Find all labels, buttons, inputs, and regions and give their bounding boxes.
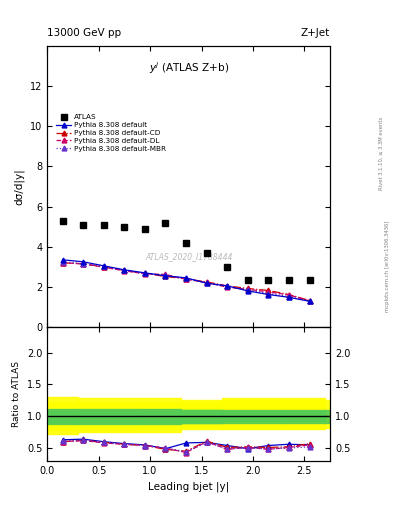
Text: 13000 GeV pp: 13000 GeV pp <box>47 28 121 38</box>
Pythia 8.308 default-MBR <box>122 267 127 273</box>
Pythia 8.308 default-DL <box>163 271 168 278</box>
Pythia 8.308 default-MBR <box>184 275 188 282</box>
Pythia 8.308 default-DL <box>122 268 127 274</box>
Line: Pythia 8.308 default-CD: Pythia 8.308 default-CD <box>60 261 312 303</box>
Pythia 8.308 default-CD <box>204 279 209 285</box>
Pythia 8.308 default-DL <box>266 289 271 295</box>
Y-axis label: Ratio to ATLAS: Ratio to ATLAS <box>12 361 21 427</box>
Text: $y^{j}$ (ATLAS Z+b): $y^{j}$ (ATLAS Z+b) <box>149 60 229 76</box>
Pythia 8.308 default-DL <box>204 280 209 286</box>
ATLAS <box>122 224 127 230</box>
Text: mcplots.cern.ch [arXiv:1306.3436]: mcplots.cern.ch [arXiv:1306.3436] <box>385 221 390 312</box>
ATLAS <box>266 277 271 283</box>
Pythia 8.308 default <box>286 294 291 301</box>
Y-axis label: dσ/d|y|: dσ/d|y| <box>14 168 24 205</box>
Pythia 8.308 default <box>246 288 250 294</box>
Pythia 8.308 default-CD <box>163 273 168 280</box>
Pythia 8.308 default-DL <box>307 298 312 304</box>
Line: Pythia 8.308 default-MBR: Pythia 8.308 default-MBR <box>60 260 312 304</box>
Pythia 8.308 default-CD <box>286 291 291 297</box>
Pythia 8.308 default <box>184 275 188 281</box>
Pythia 8.308 default <box>101 263 106 269</box>
Pythia 8.308 default-CD <box>101 264 106 270</box>
Pythia 8.308 default-DL <box>81 261 86 267</box>
Pythia 8.308 default-MBR <box>60 259 65 265</box>
Pythia 8.308 default-MBR <box>143 270 147 276</box>
ATLAS <box>204 250 209 256</box>
Pythia 8.308 default <box>163 273 168 279</box>
Pythia 8.308 default-DL <box>225 284 230 290</box>
Pythia 8.308 default-CD <box>246 285 250 291</box>
Pythia 8.308 default-CD <box>307 297 312 304</box>
ATLAS <box>286 277 291 283</box>
Pythia 8.308 default-MBR <box>101 263 106 269</box>
Pythia 8.308 default <box>81 259 86 265</box>
Text: ATLAS_2020_I1788444: ATLAS_2020_I1788444 <box>145 252 232 261</box>
Pythia 8.308 default-CD <box>81 261 86 267</box>
Pythia 8.308 default-CD <box>225 283 230 289</box>
Pythia 8.308 default <box>204 280 209 286</box>
ATLAS <box>143 226 147 232</box>
Pythia 8.308 default <box>307 298 312 305</box>
Pythia 8.308 default-DL <box>184 276 188 282</box>
Pythia 8.308 default <box>266 291 271 297</box>
Pythia 8.308 default-DL <box>246 286 250 292</box>
Pythia 8.308 default-MBR <box>307 298 312 305</box>
Legend: ATLAS, Pythia 8.308 default, Pythia 8.308 default-CD, Pythia 8.308 default-DL, P: ATLAS, Pythia 8.308 default, Pythia 8.30… <box>53 112 169 155</box>
Pythia 8.308 default-MBR <box>266 290 271 296</box>
ATLAS <box>101 222 106 228</box>
Pythia 8.308 default-MBR <box>163 272 168 279</box>
Pythia 8.308 default-DL <box>286 292 291 298</box>
X-axis label: Leading bjet |y|: Leading bjet |y| <box>148 481 229 492</box>
Pythia 8.308 default-CD <box>143 270 147 276</box>
Pythia 8.308 default-MBR <box>225 284 230 290</box>
Pythia 8.308 default-DL <box>101 264 106 270</box>
Text: Z+Jet: Z+Jet <box>301 28 330 38</box>
ATLAS <box>246 277 250 283</box>
Pythia 8.308 default <box>60 257 65 263</box>
Line: ATLAS: ATLAS <box>60 218 312 283</box>
Pythia 8.308 default <box>143 270 147 276</box>
Pythia 8.308 default <box>225 283 230 289</box>
Pythia 8.308 default-CD <box>122 267 127 273</box>
Pythia 8.308 default-CD <box>184 276 188 282</box>
Pythia 8.308 default-DL <box>60 260 65 266</box>
Pythia 8.308 default-MBR <box>81 261 86 267</box>
ATLAS <box>225 264 230 270</box>
Pythia 8.308 default-MBR <box>246 287 250 293</box>
Line: Pythia 8.308 default-DL: Pythia 8.308 default-DL <box>60 261 312 304</box>
Line: Pythia 8.308 default: Pythia 8.308 default <box>60 258 312 304</box>
Text: Rivet 3.1.10, ≥ 3.3M events: Rivet 3.1.10, ≥ 3.3M events <box>379 117 384 190</box>
Pythia 8.308 default <box>122 267 127 273</box>
Pythia 8.308 default-MBR <box>286 293 291 300</box>
ATLAS <box>307 277 312 283</box>
Pythia 8.308 default-CD <box>266 287 271 293</box>
ATLAS <box>163 220 168 226</box>
Pythia 8.308 default-MBR <box>204 280 209 286</box>
ATLAS <box>81 222 86 228</box>
Pythia 8.308 default-DL <box>143 271 147 277</box>
ATLAS <box>184 240 188 246</box>
Pythia 8.308 default-CD <box>60 260 65 266</box>
ATLAS <box>60 218 65 224</box>
